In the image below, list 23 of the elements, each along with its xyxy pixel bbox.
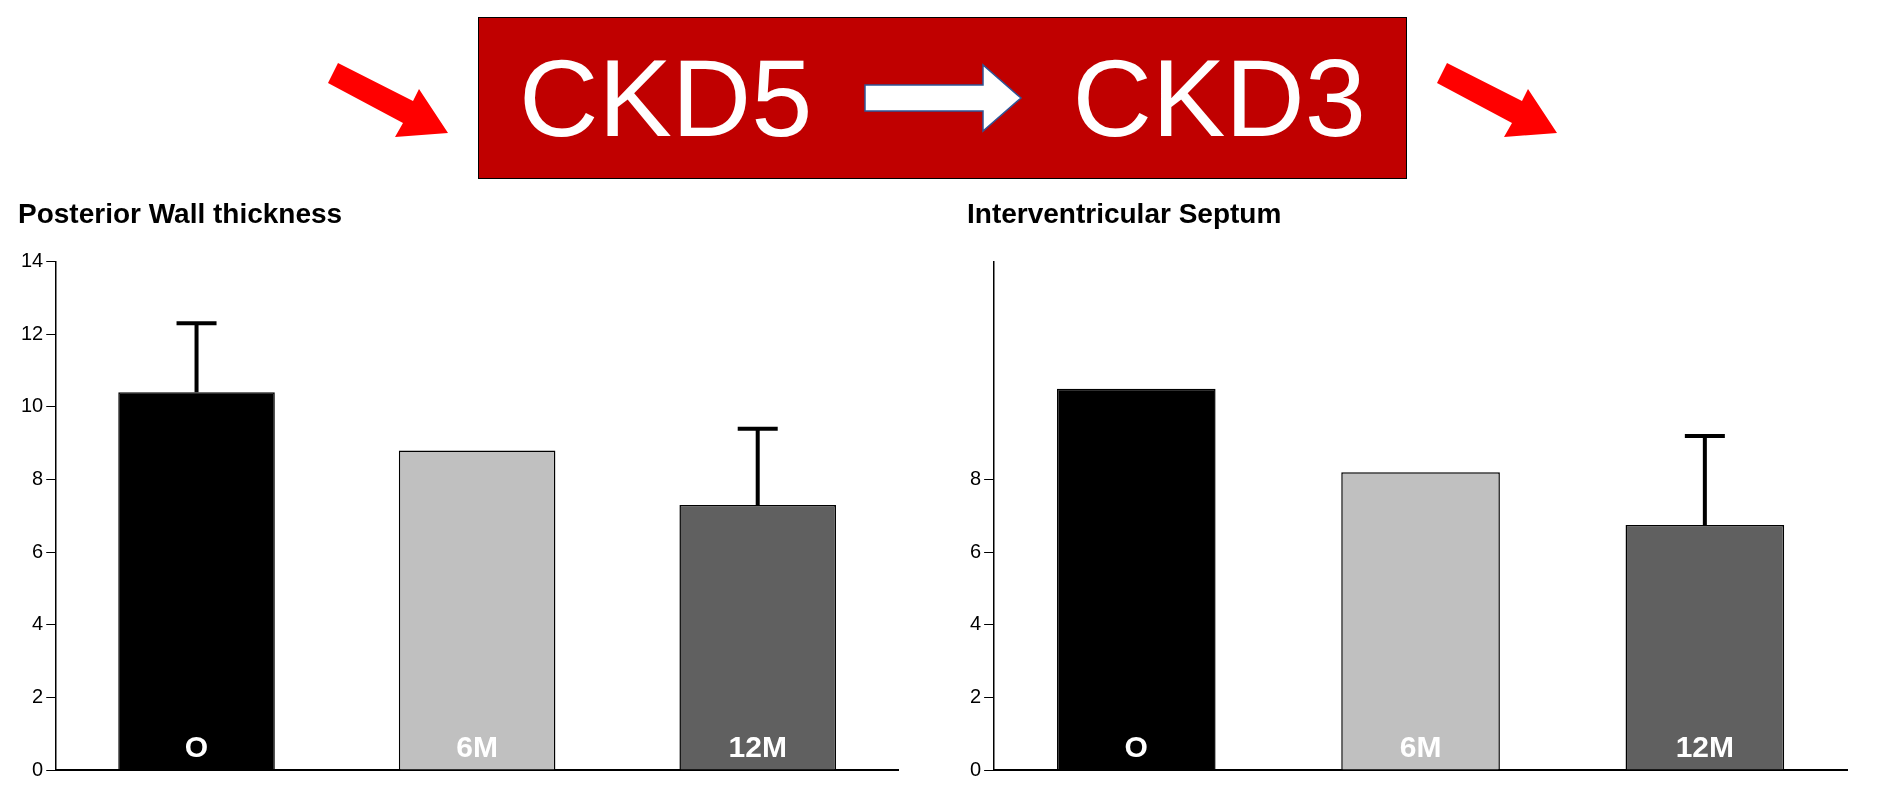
chart-title: Posterior Wall thickness <box>18 197 343 229</box>
y-tick-label: 4 <box>970 612 982 635</box>
x-tick-label: 6M <box>456 730 498 764</box>
y-tick-label: 8 <box>32 467 44 489</box>
x-tick-label: O <box>1124 730 1148 764</box>
y-tick-label: 4 <box>32 612 44 635</box>
y-tick-label: 6 <box>32 539 44 562</box>
y-tick-label: 0 <box>970 757 982 780</box>
y-tick-label: 10 <box>21 394 44 417</box>
y-tick-label: 8 <box>970 467 982 489</box>
y-tick-label: 12 <box>21 321 44 344</box>
x-tick-label: O <box>184 730 209 764</box>
x-tick-label: 6M <box>1399 730 1442 764</box>
y-tick-label: 14 <box>21 249 44 272</box>
x-tick-label: 12M <box>728 730 787 764</box>
y-tick-label: 2 <box>970 684 982 707</box>
x-tick-label: 12M <box>1675 730 1735 764</box>
chart-title: Interventricular Septum <box>967 197 1282 229</box>
text: CKD3 <box>1072 35 1366 161</box>
y-tick-label: 0 <box>32 757 44 780</box>
y-tick-label: 2 <box>32 684 44 707</box>
text: CKD5 <box>519 35 813 161</box>
y-tick-label: 6 <box>970 539 982 562</box>
